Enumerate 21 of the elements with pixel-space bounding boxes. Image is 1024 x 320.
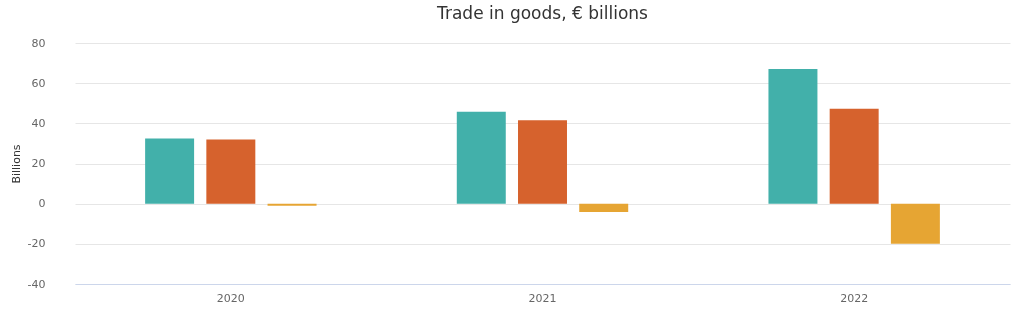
bar — [768, 68, 818, 204]
bar — [518, 120, 567, 204]
bar — [456, 111, 506, 204]
bar — [579, 203, 629, 212]
y-tick-label: 80 — [31, 36, 46, 50]
x-tick-label: 2021 — [528, 291, 557, 305]
x-tick-label: 2020 — [216, 291, 245, 305]
y-tick-label: 20 — [31, 157, 46, 170]
bar — [829, 108, 879, 204]
x-tick-label: 2022 — [840, 291, 869, 305]
bar — [890, 203, 940, 244]
y-tick-label: 60 — [31, 76, 46, 90]
bar — [267, 203, 317, 206]
y-axis-title: Billions — [9, 144, 23, 184]
chart-title: Trade in goods, € billions — [436, 3, 649, 23]
bar — [145, 138, 195, 204]
bar — [206, 139, 256, 204]
y-tick-label: -40 — [27, 277, 46, 291]
y-tick-label: 40 — [31, 116, 46, 130]
y-tick-label: -20 — [27, 237, 46, 251]
y-tick-label: 0 — [38, 197, 46, 211]
